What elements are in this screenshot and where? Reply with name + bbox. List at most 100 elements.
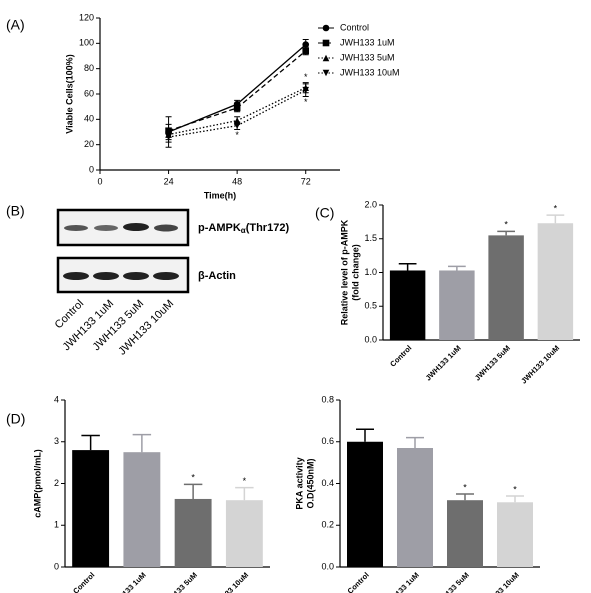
error-bar <box>132 433 152 453</box>
error-bar <box>356 428 374 442</box>
y-tick-label: 1 <box>54 520 59 530</box>
x-tick-label: JWH133 1uM <box>424 343 463 382</box>
legend-label: Control <box>340 22 369 32</box>
target: p-AMPK <box>198 222 241 234</box>
y-axis-label: (fold change) <box>350 244 360 301</box>
y-axis-label: Viable Cells(100%) <box>64 54 74 133</box>
significance: * <box>191 473 195 483</box>
x-tick-label: JWH133 1uM <box>109 570 148 593</box>
panel-label: (A) <box>6 17 25 33</box>
x-tick-label: JWH133 5uM <box>473 343 512 382</box>
marker <box>302 47 310 55</box>
marker <box>233 122 241 129</box>
legend-marker <box>322 39 330 47</box>
panel-label: (D) <box>6 411 25 427</box>
bar <box>174 498 212 567</box>
significance: * <box>304 97 308 107</box>
legend-label: JWH133 5uM <box>340 52 395 62</box>
x-tick-label: Control <box>346 570 371 593</box>
y-axis-label: O.D(450nM) <box>305 458 315 508</box>
band <box>153 272 179 280</box>
x-tick-label: Control <box>71 570 96 593</box>
error-bar <box>398 262 417 271</box>
y-axis-label: Relative level of p-AMPK <box>339 219 349 325</box>
significance: * <box>463 482 467 492</box>
y-tick-label: 0.4 <box>321 478 334 488</box>
x-tick-label: 48 <box>232 176 242 186</box>
legend-marker <box>322 24 330 32</box>
blot-label: p-AMPKα(Thr172) <box>198 222 289 235</box>
y-tick-label: 2 <box>54 478 59 488</box>
x-tick-label: Control <box>388 343 413 368</box>
bar <box>447 500 483 567</box>
significance: * <box>304 72 308 82</box>
error-bar <box>81 434 100 451</box>
significance: * <box>554 204 558 214</box>
x-tick-label: JWH133 10uM <box>208 570 250 593</box>
legend-marker <box>322 54 330 62</box>
blot-label: β-Actin <box>198 270 236 282</box>
bar <box>537 223 574 340</box>
x-tick-label: JWH133 5uM <box>432 570 471 593</box>
band <box>94 225 118 231</box>
band <box>64 225 88 231</box>
bar <box>397 448 433 567</box>
panel-label: (C) <box>315 205 334 221</box>
significance: * <box>504 220 508 230</box>
x-tick-label: JWH133 10uM <box>519 343 561 385</box>
error-bar <box>448 265 466 271</box>
error-bar <box>406 436 424 449</box>
bar <box>497 502 533 567</box>
error-bar <box>183 483 203 499</box>
subscript: α <box>241 226 246 235</box>
bar <box>225 500 263 567</box>
band <box>93 272 119 280</box>
x-axis-label: Time(h) <box>204 190 236 200</box>
band <box>123 223 149 231</box>
significance: * <box>243 476 247 486</box>
bar <box>488 235 524 340</box>
band <box>63 272 89 280</box>
y-axis-label: cAMP(pmol/mL) <box>32 449 42 518</box>
bar <box>439 270 475 340</box>
y-tick-label: 100 <box>79 38 94 48</box>
significance: * <box>235 130 239 140</box>
y-tick-label: 120 <box>79 12 94 22</box>
y-tick-label: 3 <box>54 436 59 446</box>
x-tick-label: 24 <box>164 176 174 186</box>
bar <box>389 270 426 340</box>
marker <box>165 133 172 141</box>
marker <box>302 41 310 48</box>
panel-label: (B) <box>6 203 25 219</box>
x-tick-label: JWH133 5uM <box>160 570 199 593</box>
bar <box>347 441 383 567</box>
marker <box>302 86 310 94</box>
y-tick-label: 0.8 <box>321 394 334 404</box>
y-tick-label: 4 <box>54 394 59 404</box>
y-axis-label: PKA activity <box>294 457 304 509</box>
error-bar <box>497 230 515 236</box>
band <box>154 224 178 232</box>
band <box>123 272 149 280</box>
y-tick-label: 0.6 <box>321 436 334 446</box>
legend-marker <box>322 69 330 77</box>
y-tick-label: 80 <box>84 63 94 73</box>
y-tick-label: 0.5 <box>364 301 377 311</box>
error-bar <box>506 495 524 503</box>
x-tick-label: 72 <box>301 176 311 186</box>
bar <box>123 452 161 567</box>
x-tick-label: JWH133 1uM <box>382 570 421 593</box>
x-tick-label: JWH133 10uM <box>479 570 521 593</box>
y-tick-label: 60 <box>84 88 94 98</box>
y-tick-label: 0.2 <box>321 520 334 530</box>
error-bar <box>456 493 474 501</box>
y-tick-label: 40 <box>84 114 94 124</box>
legend-label: JWH133 10uM <box>340 67 400 77</box>
y-tick-label: 1.0 <box>364 267 377 277</box>
y-tick-label: 2.0 <box>364 199 377 209</box>
y-tick-label: 0 <box>89 164 94 174</box>
y-tick-label: 1.5 <box>364 233 377 243</box>
site: (Thr172) <box>246 222 290 234</box>
legend-label: JWH133 1uM <box>340 37 395 47</box>
